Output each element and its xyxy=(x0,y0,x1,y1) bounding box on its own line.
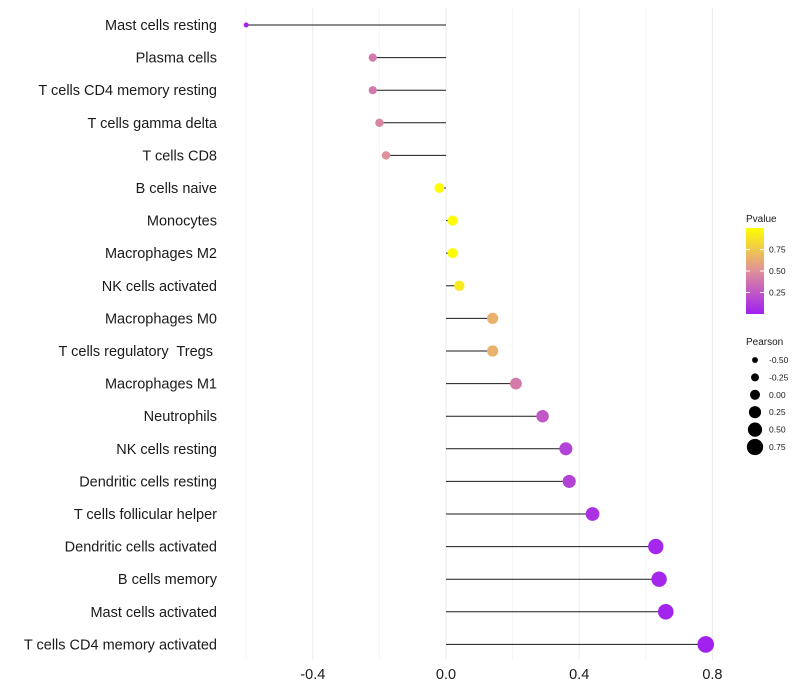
y-label-3: T cells gamma delta xyxy=(88,116,218,132)
dot-2 xyxy=(368,86,377,95)
y-axis-labels: Mast cells resting Plasma cells T cells CD… xyxy=(24,18,218,653)
y-label-17: B cells memory xyxy=(118,572,218,588)
pearson-size-key-0 xyxy=(752,357,758,363)
y-label-15: T cells follicular helper xyxy=(74,507,217,523)
x-tick-label-3: 0.8 xyxy=(702,667,722,683)
pearson-size-key-4 xyxy=(747,422,763,437)
pvalue-legend: Pvalue 0.75 0.50 0.25 xyxy=(746,214,786,314)
pearson-size-key-1 xyxy=(751,373,759,382)
y-label-19: T cells CD4 memory activated xyxy=(24,637,217,653)
x-axis-labels: -0.4 0.0 0.4 0.8 xyxy=(300,667,722,683)
pearson-size-key-2 xyxy=(749,389,761,400)
y-label-6: Monocytes xyxy=(147,214,217,230)
pvalue-colorbar xyxy=(746,228,764,314)
pvalue-tick-label-2: 0.25 xyxy=(769,288,786,298)
pearson-size-label-0: -0.50 xyxy=(769,355,789,365)
dot-16 xyxy=(648,538,664,555)
pearson-size-label-4: 0.50 xyxy=(769,425,786,435)
pvalue-legend-title: Pvalue xyxy=(746,214,777,225)
pvalue-tick-label-0: 0.75 xyxy=(769,245,786,255)
dot-3 xyxy=(375,118,384,127)
grid-lines xyxy=(245,8,713,660)
lollipop-dots xyxy=(243,22,715,653)
x-tick-label-1: 0.0 xyxy=(436,667,456,683)
pearson-legend-title: Pearson xyxy=(746,337,783,348)
dot-9 xyxy=(487,312,499,325)
dot-10 xyxy=(487,345,499,357)
y-label-18: Mast cells activated xyxy=(90,605,217,621)
lollipop-stems xyxy=(246,24,706,645)
dot-13 xyxy=(559,442,573,456)
pvalue-tick-label-1: 0.50 xyxy=(769,266,786,276)
pearson-size-label-5: 0.75 xyxy=(769,442,786,452)
dot-0 xyxy=(243,22,249,28)
x-tick-label-0: -0.4 xyxy=(300,667,325,683)
dot-11 xyxy=(510,377,522,390)
y-label-8: NK cells activated xyxy=(102,279,217,295)
dot-5 xyxy=(434,183,445,193)
pearson-size-key-3 xyxy=(748,406,762,419)
dot-6 xyxy=(447,215,458,226)
y-label-5: B cells naive xyxy=(136,181,217,197)
dot-1 xyxy=(368,53,377,62)
dot-19 xyxy=(697,636,715,653)
dot-8 xyxy=(454,280,465,291)
y-label-2: T cells CD4 memory resting xyxy=(38,83,217,99)
dot-15 xyxy=(585,507,600,521)
pearson-size-label-2: 0.00 xyxy=(769,390,786,400)
y-label-14: Dendritic cells resting xyxy=(79,474,217,490)
y-label-10: T cells regulatory Tregs xyxy=(59,344,218,360)
y-label-4: T cells CD8 xyxy=(142,148,217,164)
dot-7 xyxy=(447,248,458,259)
dot-12 xyxy=(536,409,549,423)
pearson-legend: Pearson -0.50 -0.25 0.00 0.25 0.50 0.75 xyxy=(746,337,789,456)
pearson-size-label-1: -0.25 xyxy=(769,372,789,382)
y-label-16: Dendritic cells activated xyxy=(65,540,217,556)
y-label-1: Plasma cells xyxy=(136,51,217,67)
y-label-9: Macrophages M0 xyxy=(105,311,217,327)
dot-4 xyxy=(381,151,391,160)
y-label-7: Macrophages M2 xyxy=(105,246,217,262)
pearson-size-label-3: 0.25 xyxy=(769,407,786,417)
y-label-11: Macrophages M1 xyxy=(105,377,217,393)
y-label-12: Neutrophils xyxy=(144,409,217,425)
pearson-size-key-5 xyxy=(746,438,764,456)
dot-17 xyxy=(651,571,667,587)
x-tick-label-2: 0.4 xyxy=(569,667,589,683)
y-label-13: NK cells resting xyxy=(116,442,217,458)
dot-14 xyxy=(562,474,576,488)
y-label-0: Mast cells resting xyxy=(105,18,217,34)
dot-18 xyxy=(657,604,674,620)
